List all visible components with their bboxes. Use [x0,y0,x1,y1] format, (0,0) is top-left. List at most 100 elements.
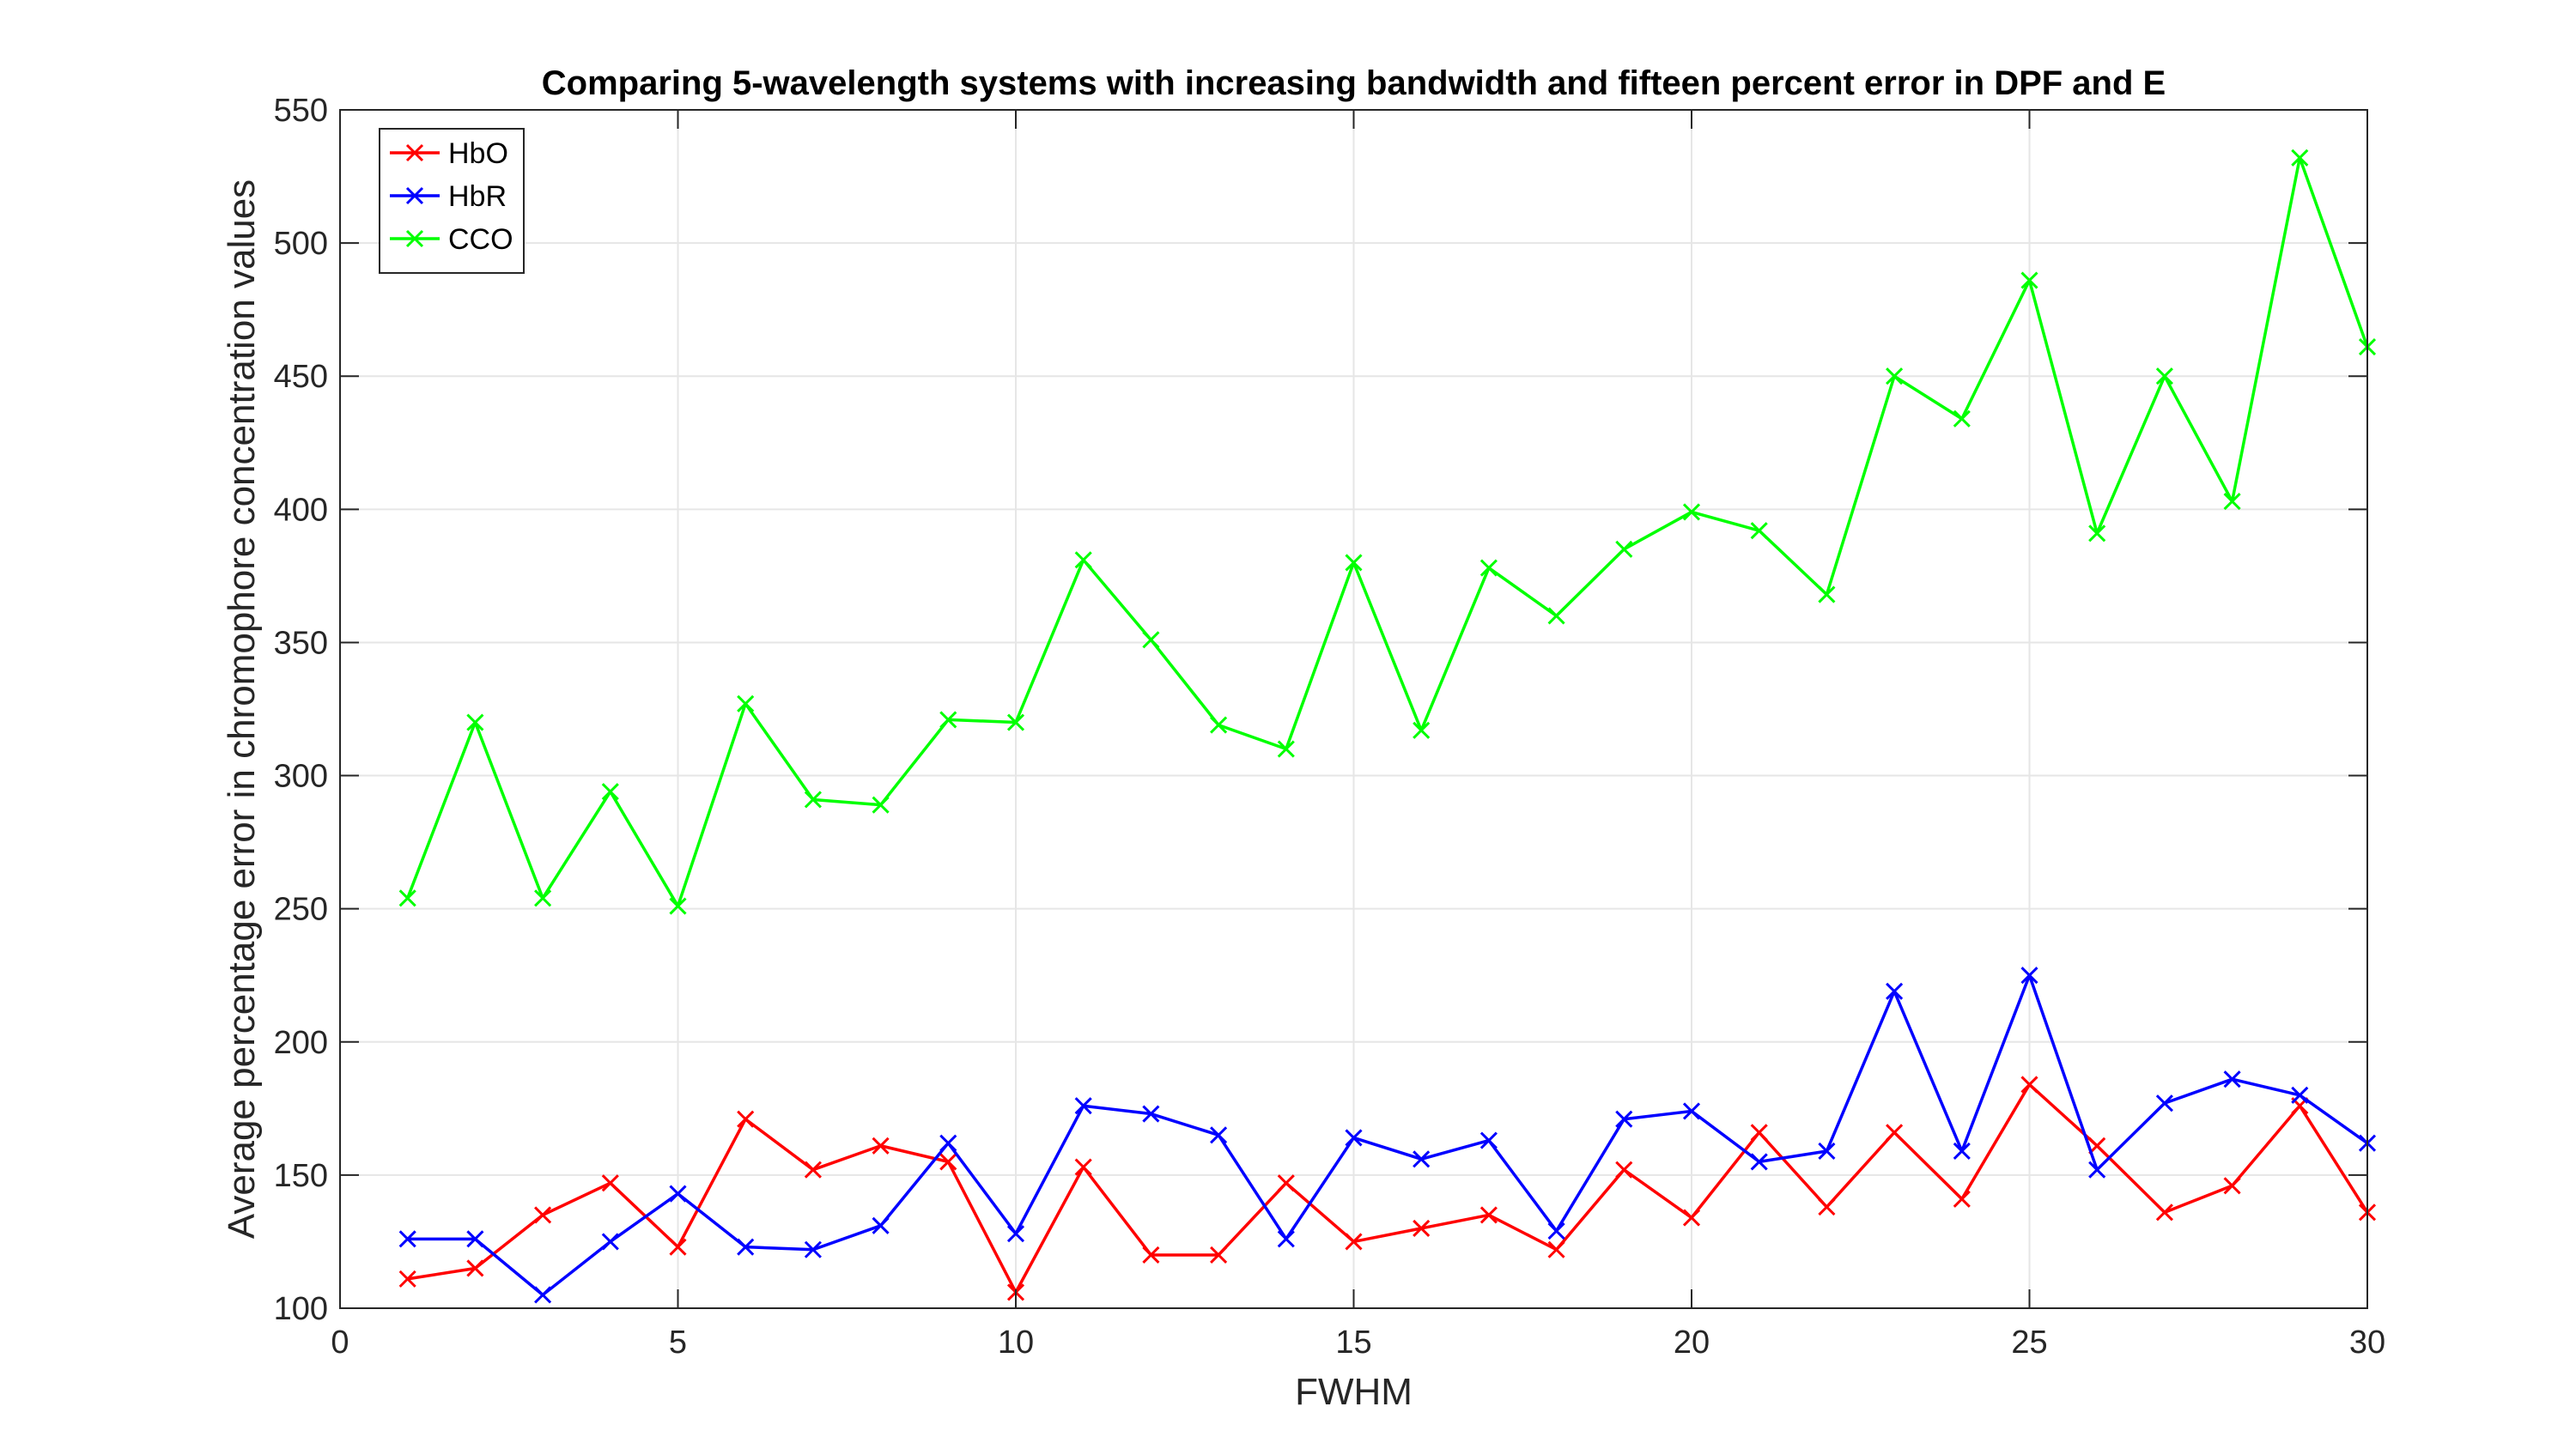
data-point-cco [2155,367,2173,385]
y-tick-label: 550 [274,93,328,129]
data-point-cco [1886,367,1904,385]
data-point-hbr [398,1230,416,1248]
x-tick-label: 30 [2349,1325,2385,1361]
y-tick-label: 450 [274,359,328,395]
data-point-hbr [466,1230,484,1248]
data-point-cco [1750,522,1768,540]
data-point-hbr [669,1185,687,1203]
data-point-hbo [2020,1076,2038,1094]
data-point-hbr [2088,1161,2106,1179]
legend-label: HbR [448,180,507,213]
data-point-hbo [1142,1246,1160,1264]
data-point-hbr [2291,1086,2309,1104]
data-point-cco [1277,740,1295,758]
data-point-hbo [669,1238,687,1256]
data-point-cco [1615,540,1633,558]
data-point-cco [1413,721,1431,739]
data-point-cco [2088,524,2106,543]
data-point-cco [804,791,822,809]
x-tick-label: 20 [1674,1325,1710,1361]
data-point-cco [669,897,687,915]
data-point-hbo [1479,1206,1498,1224]
x-tick-label: 25 [2011,1325,2047,1361]
data-point-cco [2291,149,2309,167]
data-point-hbr [1615,1110,1633,1128]
data-point-hbr [1682,1102,1701,1120]
data-point-hbr [1750,1153,1768,1171]
data-point-cco [1210,716,1228,734]
data-point-hbo [737,1110,755,1128]
data-point-hbr [1886,982,1904,1000]
data-point-hbr [1953,1142,1971,1161]
legend-marker [405,143,424,162]
data-point-cco [1142,631,1160,649]
data-point-cco [737,694,755,712]
legend-item-hbr: HbR [390,180,507,213]
data-point-cco [939,711,957,729]
data-point-hbo [1750,1124,1768,1142]
x-tick-label: 15 [1335,1325,1371,1361]
y-axis-label: Average percentage error in chromophore … [221,179,263,1239]
data-point-hbr [939,1134,957,1152]
data-point-hbr [1142,1105,1160,1123]
data-point-hbr [601,1233,619,1251]
data-point-hbo [939,1153,957,1171]
chart-title: Comparing 5-wavelength systems with incr… [542,64,2166,102]
data-point-cco [1547,607,1565,625]
data-point-hbo [1277,1174,1295,1192]
y-tick-label: 350 [274,625,328,661]
data-point-hbr [737,1238,755,1256]
data-point-hbr [1345,1129,1363,1147]
data-point-cco [466,713,484,731]
data-point-cco [1818,585,1836,603]
y-tick-label: 400 [274,492,328,528]
data-point-hbo [1682,1209,1701,1227]
legend-label: HbO [448,137,508,170]
series-line-cco [406,156,2369,908]
legend-marker [405,186,424,205]
data-point-hbo [2223,1177,2241,1195]
x-tick-label: 5 [669,1325,687,1361]
y-tick-label: 200 [274,1025,328,1061]
data-point-hbo [466,1259,484,1277]
data-point-hbo [1886,1124,1904,1142]
data-point-hbr [1479,1131,1498,1149]
data-point-hbr [1547,1222,1565,1240]
series-line-hbo [407,1082,2369,1294]
legend-label: CCO [448,223,513,256]
legend: HbO HbR CCO [379,128,525,274]
y-tick-label: 300 [274,759,328,795]
data-point-cco [1074,551,1092,569]
y-tick-label: 250 [274,892,328,928]
data-point-cco [1479,559,1498,577]
data-point-hbr [872,1216,890,1234]
series-line-hbr [407,973,2369,1297]
data-point-hbo [1074,1158,1092,1176]
data-point-cco [1006,713,1025,731]
data-point-hbr [1413,1150,1431,1168]
data-point-hbr [1074,1097,1092,1115]
series-layer [398,149,2377,1304]
data-point-hbr [1818,1142,1836,1161]
data-point-hbo [1615,1161,1633,1179]
data-point-hbr [2223,1070,2241,1088]
data-point-hbo [804,1161,822,1179]
data-point-hbr [804,1240,822,1258]
data-point-hbo [534,1206,552,1224]
data-point-hbr [534,1286,552,1304]
x-axis-label: FWHM [1295,1371,1413,1413]
data-point-hbr [1006,1225,1025,1243]
x-tick-label: 0 [331,1325,349,1361]
legend-item-hbo: HbO [390,137,508,170]
data-point-hbo [601,1174,619,1192]
plot-area: 0 5 10 15 20 25 30 100 150 200 250 300 350 400 450 500 5… [274,93,2386,1361]
data-point-cco [2223,492,2241,511]
data-point-cco [1345,554,1363,572]
data-point-cco [534,889,552,907]
data-point-hbo [872,1137,890,1155]
y-tick-label: 100 [274,1291,328,1327]
data-point-hbo [1547,1240,1565,1258]
data-point-hbr [2020,967,2038,985]
legend-marker [405,229,424,248]
data-point-hbo [398,1270,416,1288]
